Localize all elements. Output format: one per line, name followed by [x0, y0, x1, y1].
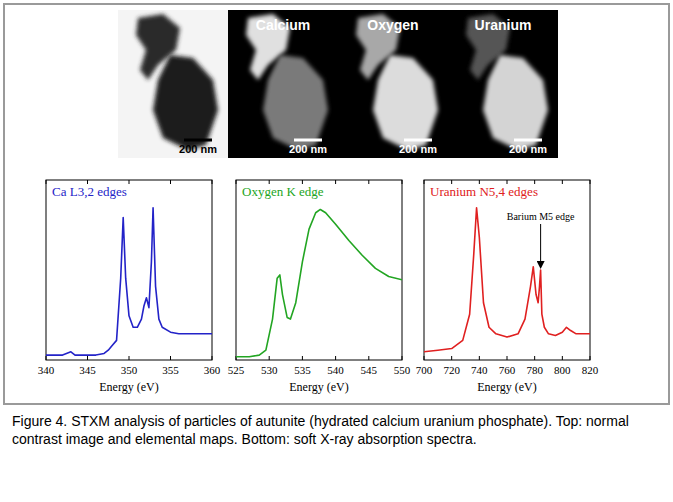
- x-tick: [87, 356, 88, 360]
- x-tick: [212, 356, 213, 360]
- x-tick-label: 740: [471, 364, 488, 376]
- scale-bar-label: 200 nm: [179, 143, 217, 155]
- map-label: Oxygen: [367, 17, 418, 33]
- particle: [373, 55, 438, 150]
- x-tick: [170, 180, 171, 184]
- x-tick-label: 535: [294, 364, 311, 376]
- scale-bar-label: 200 nm: [399, 143, 437, 155]
- spectrum-line: [424, 208, 590, 352]
- particle: [153, 55, 218, 150]
- x-tick: [269, 356, 270, 360]
- x-tick: [590, 356, 591, 360]
- data-group: [236, 209, 402, 356]
- frame: [4, 4, 669, 404]
- scale-bar-label: 200 nm: [289, 143, 327, 155]
- x-tick-label: 340: [38, 364, 55, 376]
- particle: [483, 55, 548, 150]
- x-tick: [368, 180, 369, 184]
- x-tick: [46, 180, 47, 184]
- x-tick: [562, 180, 563, 184]
- panel-ground: [118, 10, 228, 158]
- x-tick-label: 350: [121, 364, 138, 376]
- image-panel: [448, 10, 558, 158]
- x-tick: [402, 180, 403, 184]
- spectrum-chart: 700 720 740 760 780 800 820 Energy (eV) Uranium …: [416, 180, 599, 394]
- scale-bar: [514, 139, 542, 142]
- x-tick-label: 360: [204, 364, 221, 376]
- spectrum-line: [46, 208, 212, 355]
- x-tick-label: 700: [416, 364, 433, 376]
- x-tick: [534, 356, 535, 360]
- x-tick-label: 720: [443, 364, 460, 376]
- x-tick: [590, 180, 591, 184]
- x-tick: [424, 180, 425, 184]
- plot-frame: [46, 180, 212, 360]
- image-panel: [228, 10, 338, 158]
- scale-bar: [184, 139, 212, 142]
- image-panel: [338, 10, 448, 158]
- x-tick: [129, 356, 130, 360]
- chart-title: Oxygen K edge: [242, 184, 324, 199]
- x-tick: [46, 356, 47, 360]
- x-tick: [335, 180, 336, 184]
- caption: Figure 4. STXM analysis of particles of …: [12, 412, 660, 448]
- x-tick-label: 525: [228, 364, 245, 376]
- figure: 200 nm Calcium 200 nm Oxygen 200 nm Uranium 20…: [0, 0, 673, 410]
- scale-bar-label: 200 nm: [509, 143, 547, 155]
- image-panel: [118, 10, 228, 158]
- x-tick-label: 540: [327, 364, 344, 376]
- x-tick-label: 800: [554, 364, 571, 376]
- x-tick-label: 530: [261, 364, 278, 376]
- chart-title: Ca L3,2 edges: [52, 184, 127, 199]
- x-tick: [236, 180, 237, 184]
- x-tick: [402, 356, 403, 360]
- x-tick: [170, 356, 171, 360]
- x-tick: [424, 356, 425, 360]
- map-label: Uranium: [475, 17, 532, 33]
- x-tick-label: 345: [79, 364, 96, 376]
- x-tick-label: 545: [361, 364, 378, 376]
- chart-title: Uranium N5,4 edges: [430, 184, 538, 199]
- plot-frame: [424, 180, 590, 360]
- x-tick: [302, 356, 303, 360]
- panel-ground: [338, 10, 448, 158]
- spectrum-line: [236, 209, 402, 356]
- x-tick-label: 780: [526, 364, 543, 376]
- panel-ground: [228, 10, 338, 158]
- scale-bar: [404, 139, 432, 142]
- x-tick: [129, 180, 130, 184]
- data-group: [46, 208, 212, 355]
- x-tick: [562, 356, 563, 360]
- x-tick: [451, 356, 452, 360]
- particle: [263, 55, 328, 150]
- x-tick: [507, 356, 508, 360]
- data-group: [424, 208, 590, 352]
- x-axis-title: Energy (eV): [477, 380, 536, 394]
- x-tick-label: 820: [582, 364, 599, 376]
- plot-frame: [236, 180, 402, 360]
- x-tick-label: 355: [162, 364, 179, 376]
- annotation-arrow: [540, 224, 541, 267]
- map-label: Calcium: [256, 17, 310, 33]
- annotation: Barium M5 edge: [507, 211, 575, 222]
- x-axis-title: Energy (eV): [99, 380, 158, 394]
- x-tick: [368, 356, 369, 360]
- x-tick-label: 550: [394, 364, 411, 376]
- spectrum-chart: 340 345 350 355 360 Energy (eV) Ca L3,2 edges: [38, 180, 221, 394]
- x-tick: [479, 356, 480, 360]
- x-tick-label: 760: [499, 364, 516, 376]
- x-axis-title: Energy (eV): [289, 380, 348, 394]
- scale-bar: [294, 139, 322, 142]
- x-tick: [335, 356, 336, 360]
- spectrum-chart: 525 530 535 540 545 550 Energy (eV) Oxygen K ed…: [228, 180, 411, 394]
- panel-ground: [448, 10, 558, 158]
- x-tick: [212, 180, 213, 184]
